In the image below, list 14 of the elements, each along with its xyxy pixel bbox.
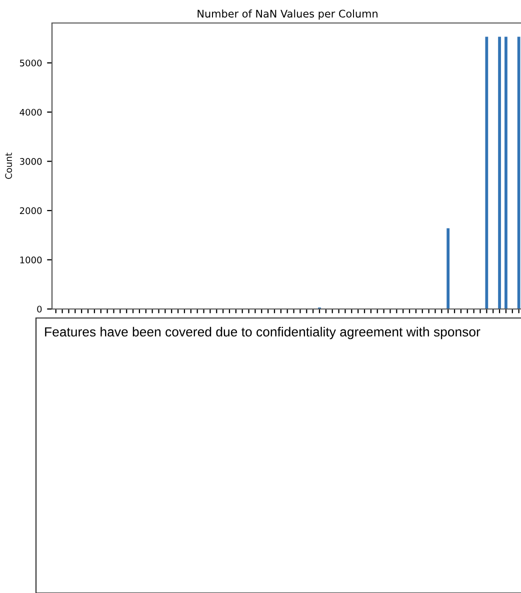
y-tick-label: 3000 bbox=[20, 158, 42, 165]
y-tick-label: 1000 bbox=[20, 256, 42, 264]
bar bbox=[446, 228, 450, 309]
y-tick-label: 0 bbox=[37, 306, 42, 313]
bar bbox=[517, 36, 520, 309]
y-tick-label: 4000 bbox=[20, 108, 42, 116]
y-axis-title: Count bbox=[5, 152, 12, 179]
text: Features have been covered due to confidentiality agreement with sponsor bbox=[45, 326, 480, 340]
bar bbox=[485, 36, 488, 309]
bar bbox=[498, 36, 501, 309]
bar bbox=[504, 36, 508, 309]
chart-title: Number of NaN Values per Column bbox=[198, 10, 378, 20]
y-tick-label: 5000 bbox=[20, 60, 42, 66]
y-tick-label: 2000 bbox=[20, 207, 42, 214]
